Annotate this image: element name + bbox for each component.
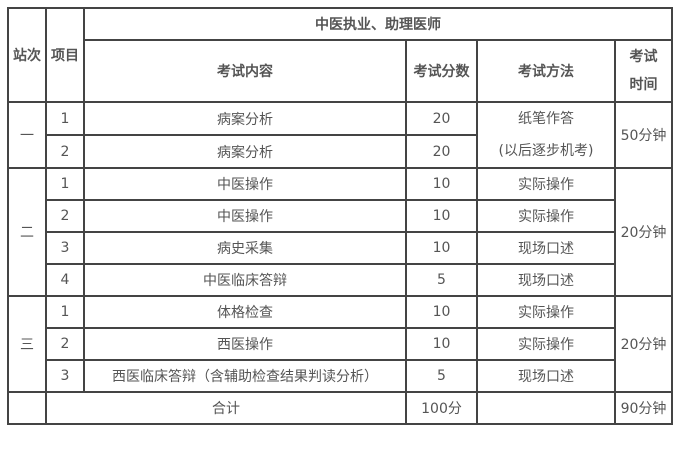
item-score: 20 [405,134,478,169]
item-no: 2 [45,134,85,169]
item-no: 3 [45,231,85,265]
station-label: 二 [7,167,47,297]
method-line2: (以后逐步机考) [498,143,594,159]
item-score: 10 [405,167,478,201]
total-score: 100分 [405,391,478,425]
item-method: 现场口述 [476,263,616,297]
item-method: 实际操作 [476,327,616,361]
header-station: 站次 [7,7,47,103]
item-score: 5 [405,359,478,393]
exam-table: 站次 项目 中医执业、助理医师 考试内容 考试分数 考试方法 考试时间 一 1 … [7,7,673,425]
item-method: 实际操作 [476,167,616,201]
station-time: 20分钟 [614,167,673,297]
station-time: 50分钟 [614,101,673,169]
header-method: 考试方法 [476,39,616,103]
header-time-line1: 考试 [629,49,658,65]
empty-cell [476,391,616,425]
item-content: 西医临床答辩（含辅助检查结果判读分析） [83,359,407,393]
method-line1: 纸笔作答 [518,111,574,127]
item-no: 2 [45,327,85,361]
item-content: 病案分析 [83,134,407,169]
station-label: 一 [7,101,47,169]
header-time: 考试 时间 [614,39,673,103]
station-label: 三 [7,295,47,393]
item-method: 实际操作 [476,199,616,233]
item-content: 病史采集 [83,231,407,265]
item-no: 2 [45,199,85,233]
table-row: 3 病史采集 10 现场口述 [8,231,672,265]
table-row: 一 1 病案分析 20 纸笔作答 (以后逐步机考) 50分钟 [7,101,673,169]
item-score: 10 [405,327,478,361]
item-content: 中医操作 [83,199,407,233]
table-row: 三 1 体格检查 10 实际操作 20分钟 [7,295,673,393]
item-no: 1 [45,167,85,201]
total-time: 90分钟 [614,391,673,425]
item-content: 中医操作 [83,167,407,201]
empty-cell [7,391,47,425]
table-row: 二 1 中医操作 10 实际操作 20分钟 [7,167,673,297]
header-time-line2: 时间 [629,77,658,93]
item-content: 病案分析 [83,101,407,136]
item-score: 10 [405,295,478,329]
item-content: 体格检查 [83,295,407,329]
total-row: 合计 100分 90分钟 [7,391,673,425]
item-no: 1 [45,101,85,136]
table-row: 2 西医操作 10 实际操作 [8,327,672,361]
item-no: 1 [45,295,85,329]
header-score: 考试分数 [405,39,478,103]
header-item: 项目 [45,7,85,103]
item-no: 3 [45,359,85,393]
item-score: 10 [405,199,478,233]
item-method: 现场口述 [476,231,616,265]
table-row: 3 西医临床答辩（含辅助检查结果判读分析） 5 现场口述 [8,359,672,393]
station-time: 20分钟 [614,295,673,393]
item-content: 西医操作 [83,327,407,361]
table-row: 2 中医操作 10 实际操作 [8,199,672,233]
item-score: 20 [405,101,478,136]
item-method: 实际操作 [476,295,616,329]
item-method: 纸笔作答 (以后逐步机考) [476,101,616,169]
item-method: 现场口述 [476,359,616,393]
header-content: 考试内容 [83,39,407,103]
total-label: 合计 [45,391,407,425]
item-content: 中医临床答辩 [83,263,407,297]
table-row: 4 中医临床答辩 5 现场口述 [8,263,672,297]
item-no: 4 [45,263,85,297]
item-score: 10 [405,231,478,265]
item-score: 5 [405,263,478,297]
table-row: 2 病案分析 20 [8,134,672,169]
header-group: 中医执业、助理医师 [83,7,673,41]
